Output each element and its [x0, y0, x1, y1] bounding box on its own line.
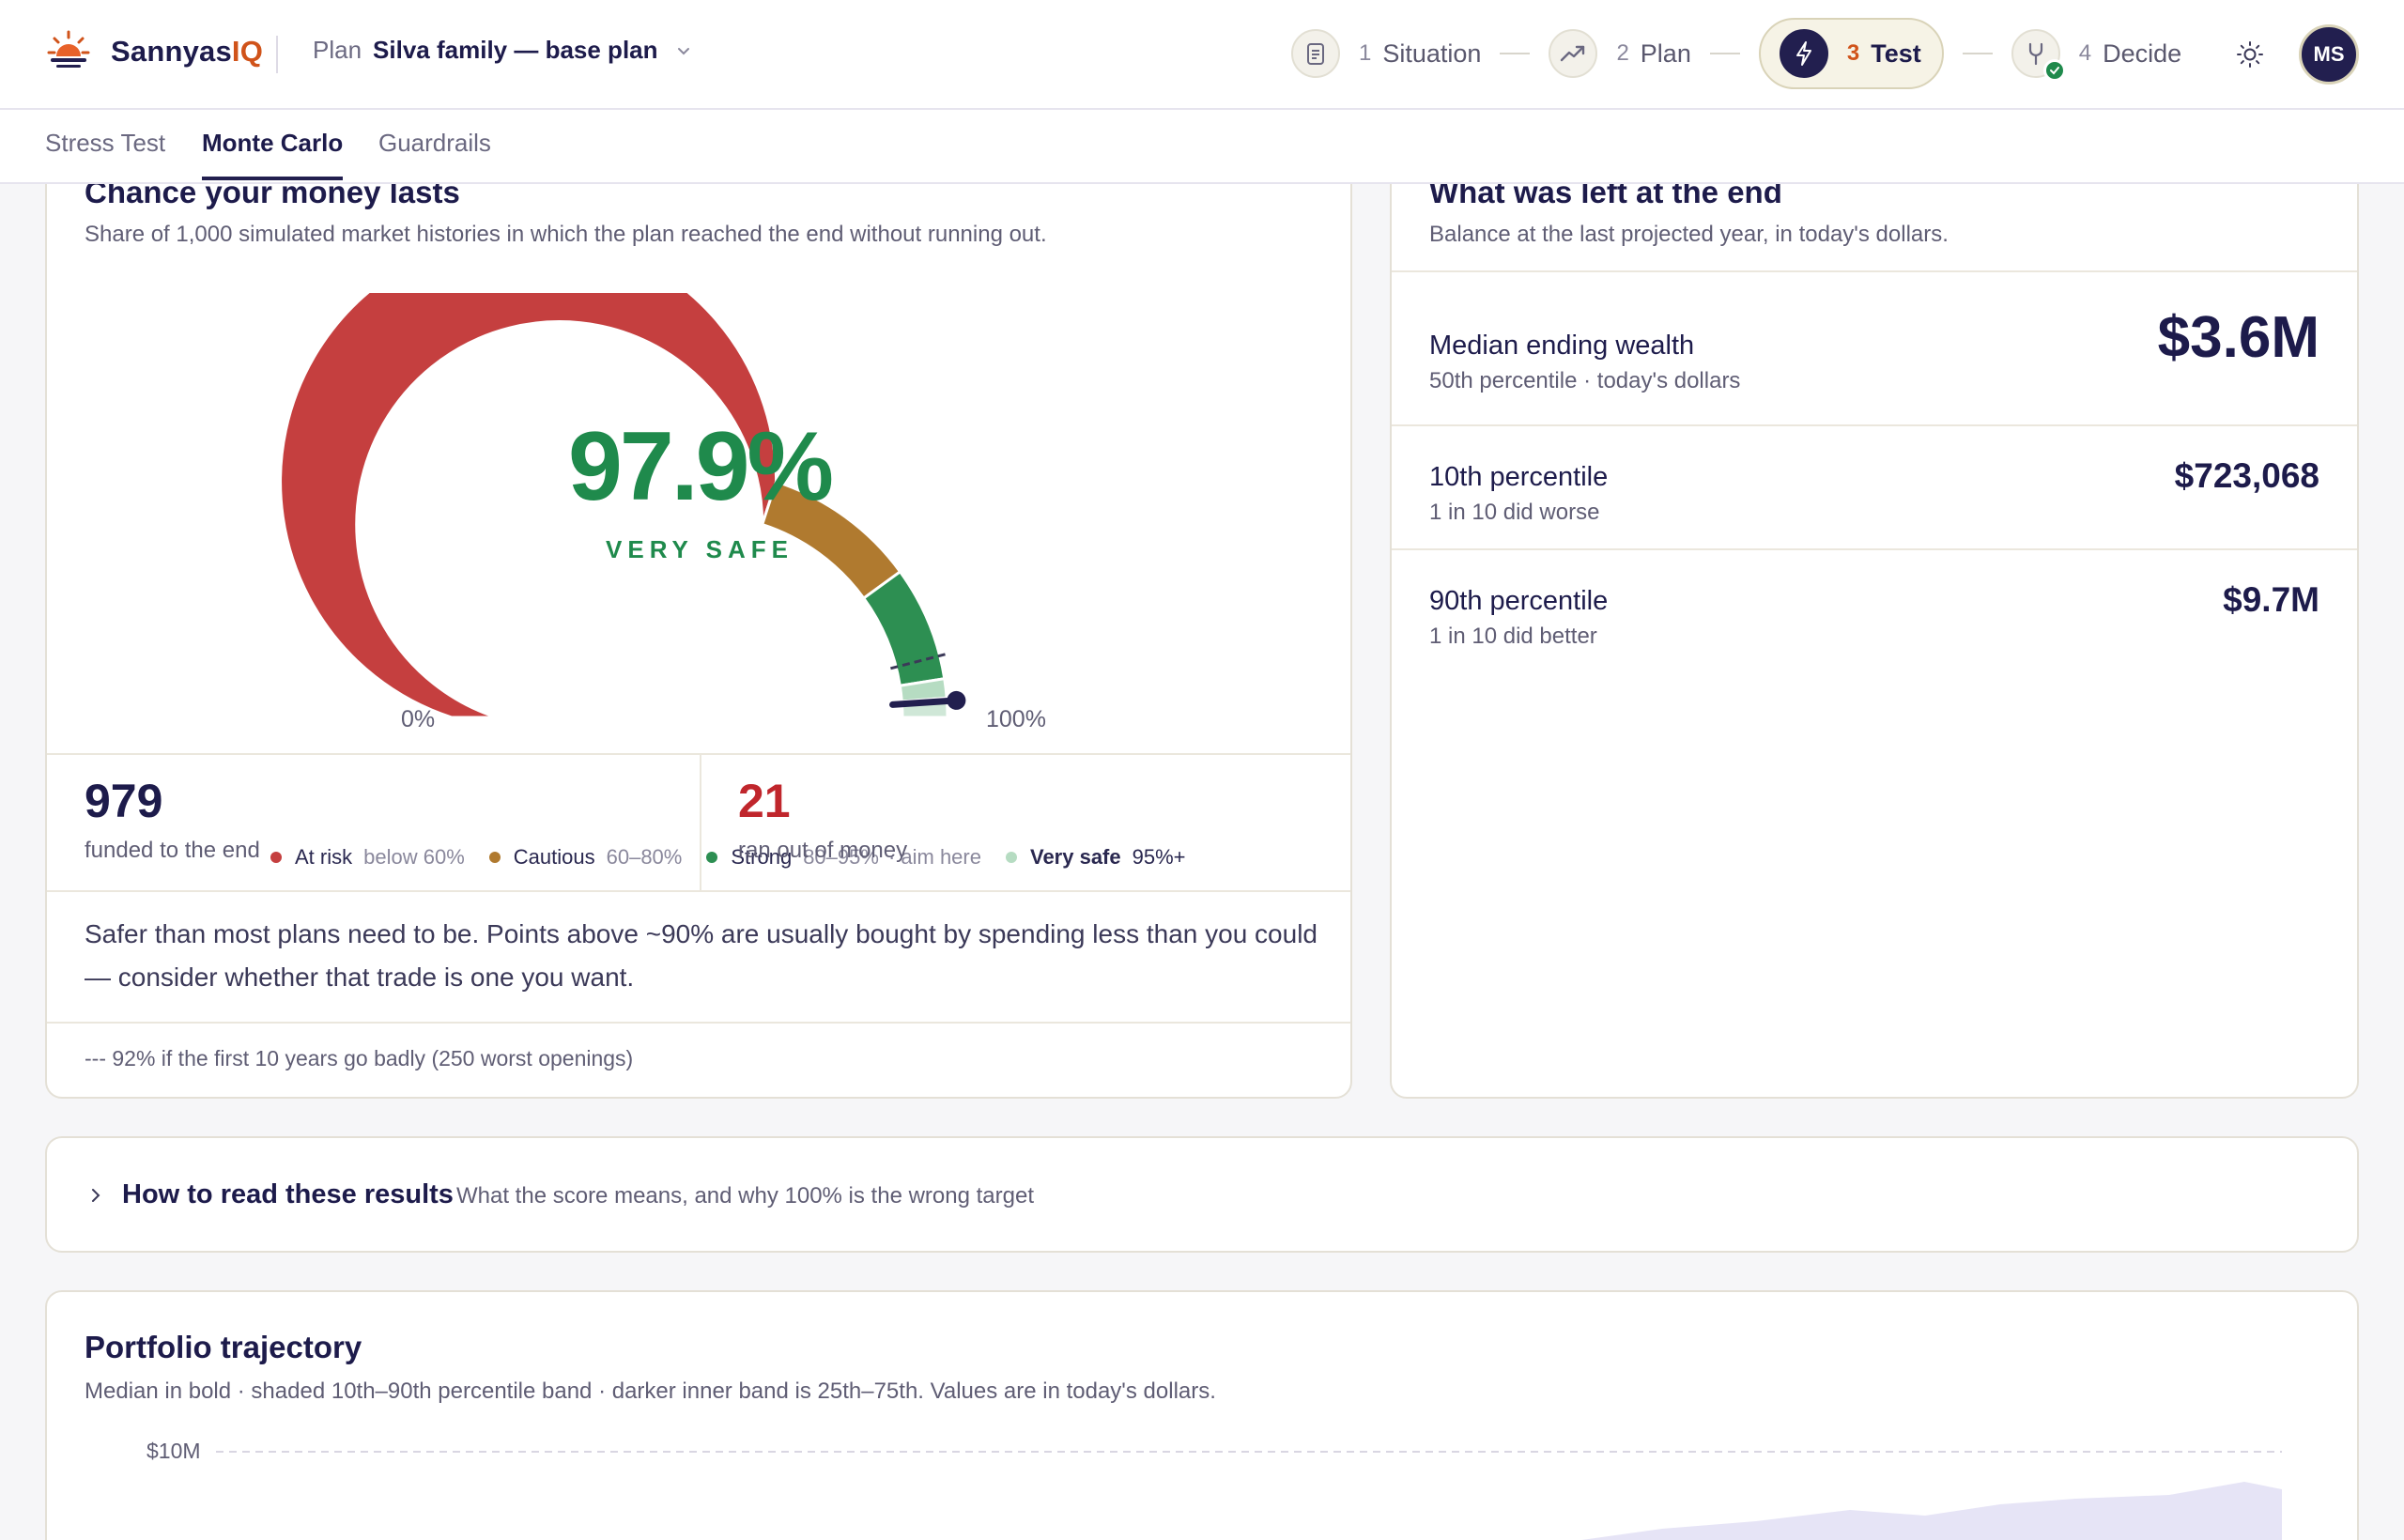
divider	[47, 890, 1350, 892]
tab-monte-carlo[interactable]: Monte Carlo	[202, 129, 344, 180]
card-subtitle: Median in bold · shaded 10th–90th percen…	[85, 1378, 1216, 1404]
card-subtitle: Share of 1,000 simulated market historie…	[85, 222, 1047, 247]
ending-wealth-card: What was left at the end Balance at the …	[1390, 141, 2359, 1099]
success-gauge: 97.9% VERY SAFE 0% 100%	[279, 293, 1046, 732]
divider	[47, 1022, 1350, 1024]
legend-item-strong: Strong 80–95% · aim here	[706, 845, 981, 870]
chevron-right-icon	[92, 1189, 100, 1202]
success-gauge-card: Chance your money lasts Share of 1,000 s…	[45, 141, 1352, 1099]
failed-count: 21	[738, 775, 791, 827]
card-title: Portfolio trajectory	[85, 1330, 362, 1364]
p10-value: $723,068	[2174, 456, 2319, 495]
step-plan[interactable]: 2 Plan	[1549, 18, 1691, 89]
sub-tabs: Stress Test Monte Carlo Guardrails	[0, 110, 2404, 184]
legend-dot	[706, 852, 718, 863]
funded-label: funded to the end	[85, 838, 260, 863]
step-label: Test	[1871, 38, 1921, 68]
trend-icon	[1549, 29, 1598, 78]
brand-name: SannyasIQ	[111, 35, 264, 68]
plan-selector[interactable]: Plan Silva family — base plan	[313, 36, 692, 65]
card-subtitle: Balance at the last projected year, in t…	[1429, 222, 1949, 247]
bolt-icon	[1779, 29, 1828, 78]
stress-marker	[890, 653, 946, 670]
legend-dot	[1005, 852, 1017, 863]
median-value: $3.6M	[2157, 305, 2319, 370]
step-label: Plan	[1640, 38, 1691, 68]
plan-name: Silva family — base plan	[373, 36, 658, 64]
legend-item-cautious: Cautious 60–80%	[488, 845, 682, 870]
brand[interactable]: SannyasIQ	[45, 28, 263, 75]
clipboard-icon	[1291, 29, 1340, 78]
stress-footnote: --- 92% if the first 10 years go badly (…	[85, 1046, 634, 1070]
check-icon	[2042, 59, 2066, 82]
how-to-read-disclosure[interactable]: How to read these results What the score…	[45, 1136, 2359, 1253]
chevron-down-icon	[677, 47, 689, 54]
gauge-needle	[889, 697, 960, 708]
gauge-band-at-risk	[279, 293, 778, 719]
divider	[276, 36, 278, 73]
tab-stress-test[interactable]: Stress Test	[45, 129, 166, 157]
step-connector	[1500, 53, 1531, 54]
step-number: 4	[2078, 40, 2092, 66]
step-label: Situation	[1382, 38, 1482, 68]
gauge-rating: VERY SAFE	[606, 535, 794, 563]
tab-guardrails[interactable]: Guardrails	[378, 129, 491, 157]
step-situation[interactable]: 1 Situation	[1291, 18, 1481, 89]
gauge-max-label: 100%	[986, 706, 1046, 732]
percentile-band	[1581, 1482, 2282, 1540]
legend-dot	[270, 852, 282, 863]
avatar[interactable]: MS	[2299, 24, 2359, 85]
plan-label: Plan	[313, 36, 362, 64]
step-number: 3	[1846, 40, 1860, 66]
divider	[1392, 270, 2357, 272]
gauge-band-strong	[861, 569, 947, 687]
portfolio-trajectory-card: Portfolio trajectory Median in bold · sh…	[45, 1290, 2359, 1540]
sunrise-logo-icon	[47, 30, 90, 68]
step-connector	[1962, 53, 1993, 54]
divider	[700, 753, 701, 890]
step-decide[interactable]: 4 Decide	[2011, 18, 2181, 89]
gauge-needle-dot	[947, 690, 966, 710]
legend-item-very-safe: Very safe 95%+	[1005, 845, 1186, 870]
divider	[1392, 548, 2357, 550]
gauge-min-label: 0%	[401, 706, 435, 732]
step-test[interactable]: 3 Test	[1758, 18, 1944, 89]
p90-value: $9.7M	[2223, 580, 2319, 619]
step-label: Decide	[2103, 38, 2182, 68]
divider	[47, 753, 1350, 755]
insight-text: Safer than most plans need to be. Points…	[85, 919, 1318, 992]
theme-toggle-sun-icon[interactable]	[2231, 36, 2269, 73]
progress-steps: 1 Situation 2 Plan 3 Test	[1291, 18, 2181, 89]
divider	[1392, 424, 2357, 426]
top-header: SannyasIQ Plan Silva family — base plan …	[0, 0, 2404, 110]
legend-dot	[488, 852, 501, 863]
failed-label: ran out of money	[738, 838, 908, 863]
fork-icon	[2011, 29, 2066, 82]
gauge-value: 97.9%	[568, 412, 831, 521]
legend-item-at-risk: At risk below 60%	[270, 845, 465, 870]
step-number: 1	[1359, 40, 1372, 66]
trajectory-chart	[216, 1451, 2282, 1540]
gauge-legend: At risk below 60% Cautious 60–80% Strong…	[270, 845, 1210, 870]
disclosure-subtitle: What the score means, and why 100% is th…	[456, 1183, 1034, 1209]
funded-count: 979	[85, 775, 163, 827]
disclosure-title: How to read these results	[122, 1179, 454, 1209]
step-connector	[1709, 53, 1740, 54]
y-axis-tick: $10M	[146, 1439, 201, 1463]
step-number: 2	[1616, 40, 1629, 66]
